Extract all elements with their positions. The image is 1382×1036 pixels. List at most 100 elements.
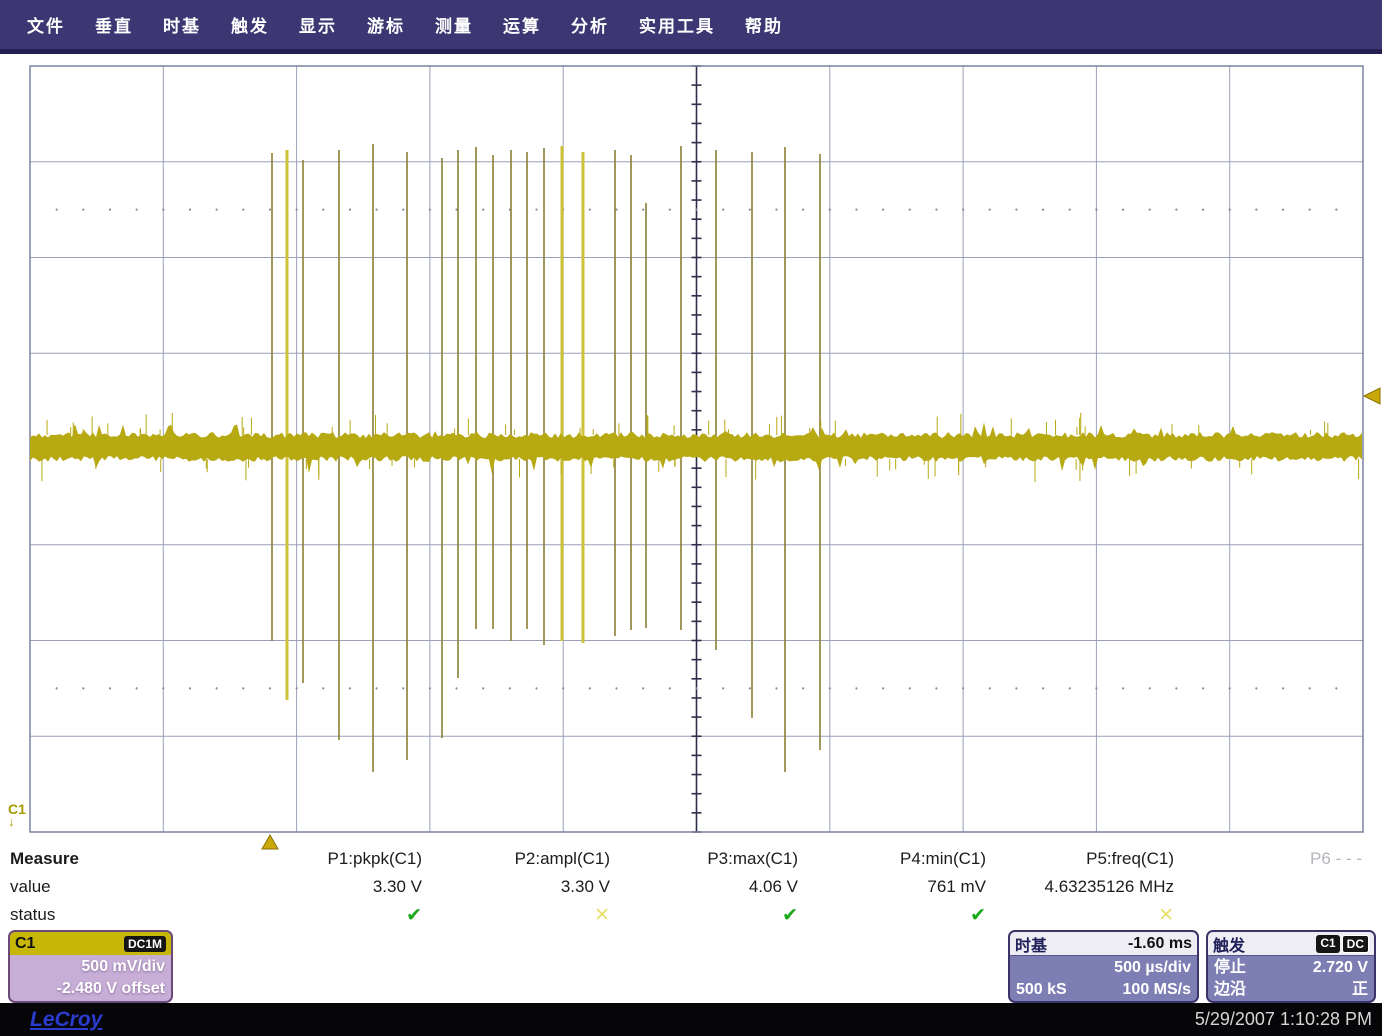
channel-offset-label: C1 bbox=[8, 801, 26, 817]
minor-tick-dot bbox=[375, 687, 378, 690]
scope-display bbox=[29, 65, 1381, 850]
minor-tick-dot bbox=[268, 687, 272, 690]
measure-value-p1: 3.30 V bbox=[372, 877, 422, 896]
minor-tick-dot bbox=[55, 687, 58, 690]
trigger-body: 停止 2.720 V 边沿 正 bbox=[1208, 956, 1374, 1001]
menu-item-math[interactable]: 运算 bbox=[503, 17, 541, 36]
menu-item-analysis[interactable]: 分析 bbox=[571, 17, 609, 36]
menu-item-utilities[interactable]: 实用工具 bbox=[639, 17, 715, 36]
minor-tick-dot bbox=[508, 687, 511, 690]
minor-tick-dot bbox=[1255, 208, 1258, 211]
coupling-badge: DC1M bbox=[123, 935, 166, 952]
minor-tick-dot bbox=[135, 687, 138, 690]
measure-label-p1[interactable]: P1:pkpk(C1) bbox=[327, 849, 422, 868]
minor-tick-dot bbox=[1335, 208, 1338, 211]
trigger-slope-value: 正 bbox=[1351, 981, 1368, 998]
menu-item-measure[interactable]: 测量 bbox=[435, 17, 473, 36]
measure-panel: Measure P1:pkpk(C1) P2:ampl(C1) P3:max(C1) P… bbox=[10, 845, 1376, 929]
minor-tick-dot bbox=[242, 687, 245, 690]
minor-tick-dot bbox=[1041, 208, 1045, 211]
minor-tick-dot bbox=[722, 208, 725, 211]
minor-tick-dot bbox=[1201, 208, 1205, 211]
menu-bar: 文件 垂直 时基 触发 显示 游标 测量 运算 分析 实用工具 帮助 bbox=[0, 0, 1382, 54]
menu-item-cursors[interactable]: 游标 bbox=[367, 17, 405, 36]
lecroy-logo: LeCroy bbox=[30, 1007, 103, 1031]
minor-tick-dot bbox=[775, 687, 778, 690]
menu-item-file[interactable]: 文件 bbox=[27, 17, 65, 36]
minor-tick-dot bbox=[1041, 687, 1045, 690]
channel-descriptor-c1[interactable]: C1 DC1M 500 mV/div -2.480 V offset bbox=[8, 930, 173, 1003]
minor-tick-dot bbox=[1175, 208, 1178, 211]
trigger-time-marker[interactable] bbox=[261, 833, 279, 850]
arrow-down-icon: ↓ bbox=[8, 814, 15, 829]
minor-tick-dot bbox=[1121, 687, 1125, 690]
measure-label-p6[interactable]: P6 - - - bbox=[1310, 849, 1362, 868]
menu-item-help[interactable]: 帮助 bbox=[745, 17, 783, 36]
timebase-descriptor[interactable]: 时基 -1.60 ms 500 µs/div 500 kS 100 MS/s bbox=[1008, 930, 1199, 1003]
minor-tick-dot bbox=[828, 208, 831, 211]
minor-tick-dot bbox=[882, 687, 885, 690]
minor-tick-dot bbox=[1308, 687, 1311, 690]
value-row-label: value bbox=[10, 877, 51, 896]
measure-label-p5[interactable]: P5:freq(C1) bbox=[1086, 849, 1174, 868]
menu-item-vertical[interactable]: 垂直 bbox=[95, 17, 133, 36]
minor-tick-dot bbox=[802, 208, 805, 211]
trigger-slope-label: 边沿 bbox=[1214, 981, 1247, 998]
minor-tick-dot bbox=[1335, 687, 1338, 690]
minor-tick-dot bbox=[962, 208, 965, 211]
minor-tick-dot bbox=[1068, 208, 1071, 211]
trigger-title: 触发 bbox=[1213, 937, 1246, 955]
minor-tick-dot bbox=[935, 208, 938, 211]
trigger-header: 触发 C1 DC bbox=[1208, 932, 1374, 956]
minor-tick-dot bbox=[908, 208, 911, 211]
minor-tick-dot bbox=[1121, 208, 1125, 211]
minor-tick-dot bbox=[668, 208, 671, 211]
channel-descriptor-body: 500 mV/div -2.480 V offset bbox=[10, 955, 171, 1001]
timebase-scale: 500 µs/div bbox=[1114, 959, 1191, 976]
menu-item-timebase[interactable]: 时基 bbox=[163, 17, 201, 36]
measure-label-p3[interactable]: P3:max(C1) bbox=[707, 849, 798, 868]
minor-tick-dot bbox=[748, 687, 751, 690]
measure-label-p2[interactable]: P2:ampl(C1) bbox=[514, 849, 610, 868]
timebase-delay: -1.60 ms bbox=[1127, 934, 1192, 952]
minor-tick-dot bbox=[455, 208, 458, 211]
trigger-source-badge: C1 bbox=[1316, 934, 1340, 953]
channel-scale: 500 mV/div bbox=[81, 958, 165, 975]
minor-tick-dot bbox=[695, 208, 698, 211]
minor-tick-dot bbox=[988, 208, 991, 211]
trigger-descriptor[interactable]: 触发 C1 DC 停止 2.720 V 边沿 正 bbox=[1206, 930, 1376, 1003]
channel-offset-marker[interactable]: C1 ↓ bbox=[8, 801, 26, 829]
minor-tick-dot bbox=[402, 208, 405, 211]
minor-tick-dot bbox=[455, 687, 458, 690]
timebase-samples: 500 kS bbox=[1016, 981, 1067, 998]
timebase-title: 时基 bbox=[1015, 937, 1048, 955]
minor-tick-dot bbox=[775, 208, 778, 211]
minor-tick-dot bbox=[428, 208, 431, 211]
minor-tick-dot bbox=[1095, 208, 1098, 211]
bottom-status-bar: LeCroy 5/29/2007 1:10:28 PM bbox=[0, 1003, 1382, 1036]
trigger-level-marker[interactable] bbox=[1362, 387, 1381, 405]
minor-tick-dot bbox=[402, 687, 405, 690]
minor-tick-dot bbox=[1175, 687, 1178, 690]
menu-item-trigger[interactable]: 触发 bbox=[231, 17, 269, 36]
trigger-mode: 停止 bbox=[1214, 959, 1247, 976]
minor-tick-dot bbox=[1148, 208, 1151, 211]
minor-tick-dot bbox=[242, 208, 245, 211]
menu-item-display[interactable]: 显示 bbox=[299, 17, 337, 36]
timebase-rate: 100 MS/s bbox=[1122, 981, 1191, 998]
measure-value-p4: 761 mV bbox=[927, 877, 986, 896]
minor-tick-dot bbox=[482, 208, 485, 211]
measure-value-p3: 4.06 V bbox=[748, 877, 798, 896]
minor-tick-dot bbox=[615, 208, 618, 211]
measure-row-label: Measure bbox=[10, 849, 79, 868]
minor-tick-dot bbox=[1281, 208, 1285, 211]
minor-tick-dot bbox=[135, 208, 138, 211]
minor-tick-dot bbox=[82, 208, 85, 211]
minor-tick-dot bbox=[295, 687, 298, 690]
status-fail-icon-p5: ✕ bbox=[1158, 904, 1174, 926]
minor-tick-dot bbox=[722, 687, 725, 690]
measure-label-p4[interactable]: P4:min(C1) bbox=[900, 849, 986, 868]
status-pass-icon-p1: ✔ bbox=[406, 904, 422, 926]
status-pass-icon-p3: ✔ bbox=[782, 904, 798, 926]
minor-tick-dot bbox=[1228, 208, 1231, 211]
